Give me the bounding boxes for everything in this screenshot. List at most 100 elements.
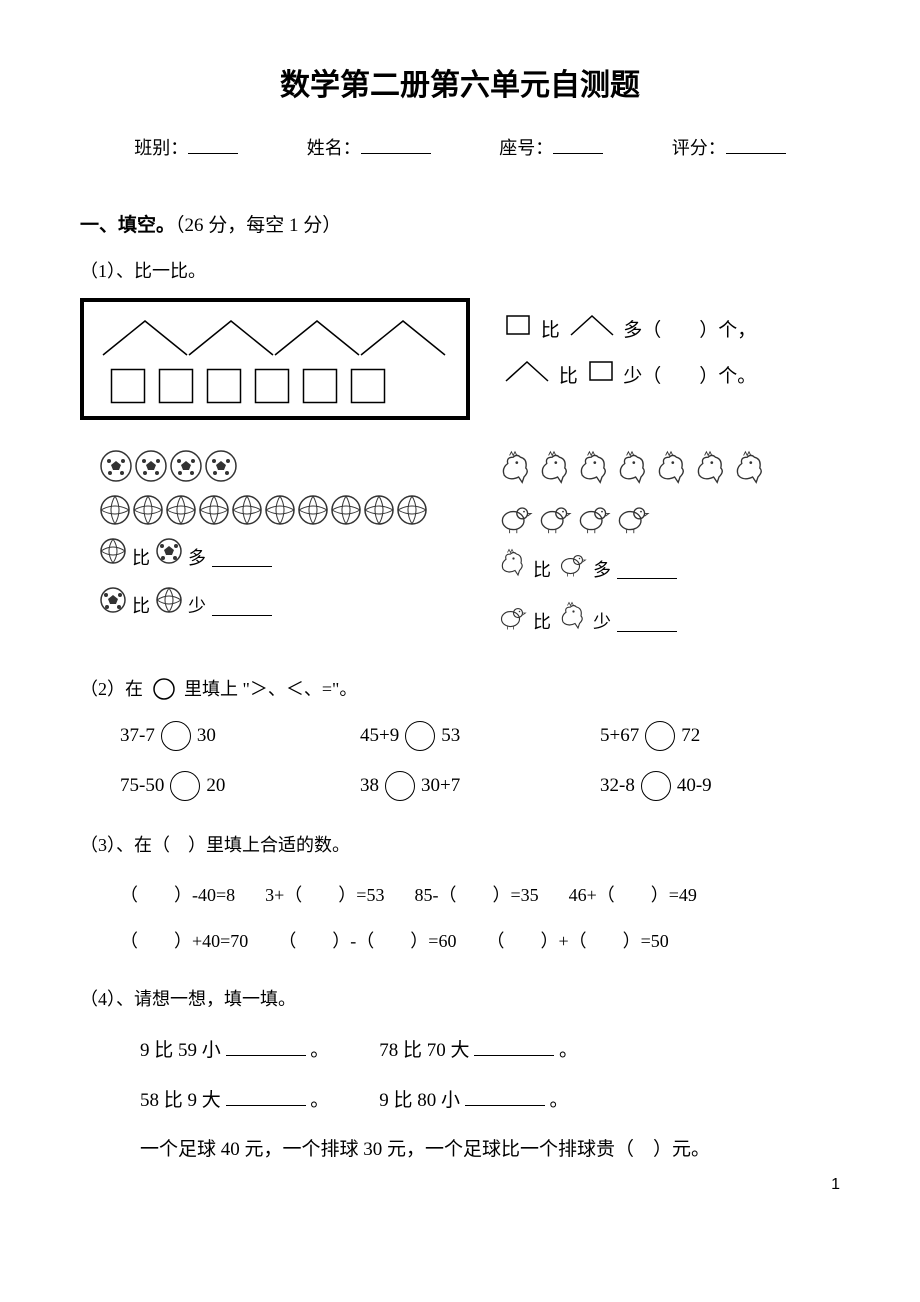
hen-icon (731, 450, 767, 491)
triangle-icon (102, 320, 188, 356)
q2-right: 40-9 (677, 775, 712, 797)
blank-chick-2[interactable] (617, 614, 677, 632)
more-text-1: 多（ ）个， (623, 320, 756, 341)
q3-expr: （ ）+40=70 (120, 918, 248, 965)
volleyball-icon (100, 538, 126, 579)
q2-right: 20 (206, 775, 225, 797)
square-row (102, 368, 448, 404)
page-title: 数学第二册第六单元自测题 (80, 60, 840, 104)
hen-icon (653, 450, 689, 491)
hen-icon (557, 601, 587, 646)
circle-blank[interactable] (641, 771, 671, 801)
volleyball-icon (166, 495, 196, 530)
volleyball-icon (265, 495, 295, 530)
circle-blank[interactable] (645, 721, 675, 751)
q4-2a: 58 比 9 大 (140, 1090, 221, 1111)
square-icon (504, 309, 532, 355)
soccer-row (100, 450, 427, 487)
square-icon (302, 368, 338, 404)
grade-label: 评分： (672, 134, 726, 160)
chick-row (497, 499, 767, 540)
q2-pre: （2）在 (80, 679, 143, 699)
volley-row (100, 495, 427, 530)
q2-left: 37-7 (120, 725, 155, 747)
q3-lines: （ ）-40=83+（ ）=5385-（ ）=3546+（ ）=49 （ ）+4… (120, 872, 840, 966)
volleyball-icon (133, 495, 163, 530)
circle-blank[interactable] (170, 771, 200, 801)
blank-ball-2[interactable] (212, 598, 272, 616)
hen-icon (497, 450, 533, 491)
seat-blank[interactable] (553, 136, 603, 154)
chick-icon (497, 601, 527, 646)
volleyball-icon (100, 495, 130, 530)
hen-vs-chick: 比 多 (497, 548, 767, 593)
chick-icon (575, 499, 611, 540)
hen-row (497, 450, 767, 491)
q4-lines: 9 比 59 小 。 78 比 70 大 。 58 比 9 大 。 9 比 80… (140, 1026, 840, 1174)
chickens-right: 比 多 比 少 (497, 450, 767, 645)
chick-vs-hen: 比 少 (497, 601, 767, 646)
name-blank[interactable] (361, 136, 431, 154)
hen-icon (575, 450, 611, 491)
circle-blank[interactable] (161, 721, 191, 751)
less-label: 少 (188, 587, 206, 627)
soccer-icon (100, 587, 126, 628)
blank-chick-1[interactable] (617, 561, 677, 579)
compare-text: 比 多（ ）个， 比 少（ ）个。 (500, 298, 756, 401)
volleyball-icon (298, 495, 328, 530)
student-header: 班别： 姓名： 座号： 评分： (80, 134, 840, 160)
triangle-row (102, 320, 448, 356)
less-text-1: 少（ ）个。 (623, 366, 756, 387)
q4-1b: 78 比 70 大 (379, 1040, 469, 1061)
q2-left: 32-8 (600, 775, 635, 797)
chick-icon (536, 499, 572, 540)
class-blank[interactable] (188, 136, 238, 154)
bi-3: 比 (132, 539, 150, 579)
q2-item: 37-730 (120, 721, 360, 751)
q2-right: 53 (441, 725, 460, 747)
hen-icon (497, 548, 527, 593)
volleyball-icon (331, 495, 361, 530)
q3-expr: （ ）-（ ）=60 (278, 918, 456, 965)
q4-blank-3[interactable] (226, 1090, 306, 1106)
period-3: 。 (310, 1090, 329, 1111)
q2-item: 5+6772 (600, 721, 840, 751)
period-2: 。 (559, 1040, 578, 1061)
square-icon (254, 368, 290, 404)
page-number: 1 (831, 1176, 840, 1194)
q2-left: 75-50 (120, 775, 164, 797)
grade-blank[interactable] (726, 136, 786, 154)
soccer-vs-volley: 比 少 (100, 587, 427, 628)
more-label-2: 多 (593, 551, 611, 591)
bi-4: 比 (132, 587, 150, 627)
section-1-head: 一、填空。（26 分，每空 1 分） (80, 210, 840, 237)
blank-ball-1[interactable] (212, 549, 272, 567)
triangle-icon (569, 309, 615, 355)
chick-icon (497, 499, 533, 540)
q4-blank-2[interactable] (474, 1040, 554, 1056)
soccer-icon (156, 538, 182, 579)
bi-1: 比 (541, 320, 560, 341)
bi-5: 比 (533, 551, 551, 591)
class-label: 班别： (134, 134, 188, 160)
square-icon-2 (587, 355, 615, 401)
q2-item: 3830+7 (360, 771, 600, 801)
q4-last: 一个足球 40 元，一个排球 30 元，一个足球比一个排球贵（ ）元。 (140, 1125, 840, 1174)
q4-blank-4[interactable] (465, 1090, 545, 1106)
q3-expr: （ ）+（ ）=50 (486, 918, 668, 965)
balls-left: 比 多 比 少 (100, 450, 427, 645)
q4-label: （4）、请想一想，填一填。 (80, 985, 840, 1011)
name-label: 姓名： (307, 134, 361, 160)
q1-label: （1）、比一比。 (80, 257, 840, 283)
circle-blank[interactable] (405, 721, 435, 751)
shape-box (80, 298, 470, 420)
q3-expr: （ ）-40=8 (120, 872, 235, 919)
q2-post: 里填上 "＞、＜、="。 (184, 679, 357, 699)
circle-blank[interactable] (385, 771, 415, 801)
hen-icon (536, 450, 572, 491)
q4-2b: 9 比 80 小 (379, 1090, 460, 1111)
triangle-icon (188, 320, 274, 356)
seat-label: 座号： (499, 134, 553, 160)
volleyball-icon (397, 495, 427, 530)
q2-right: 30+7 (421, 775, 460, 797)
